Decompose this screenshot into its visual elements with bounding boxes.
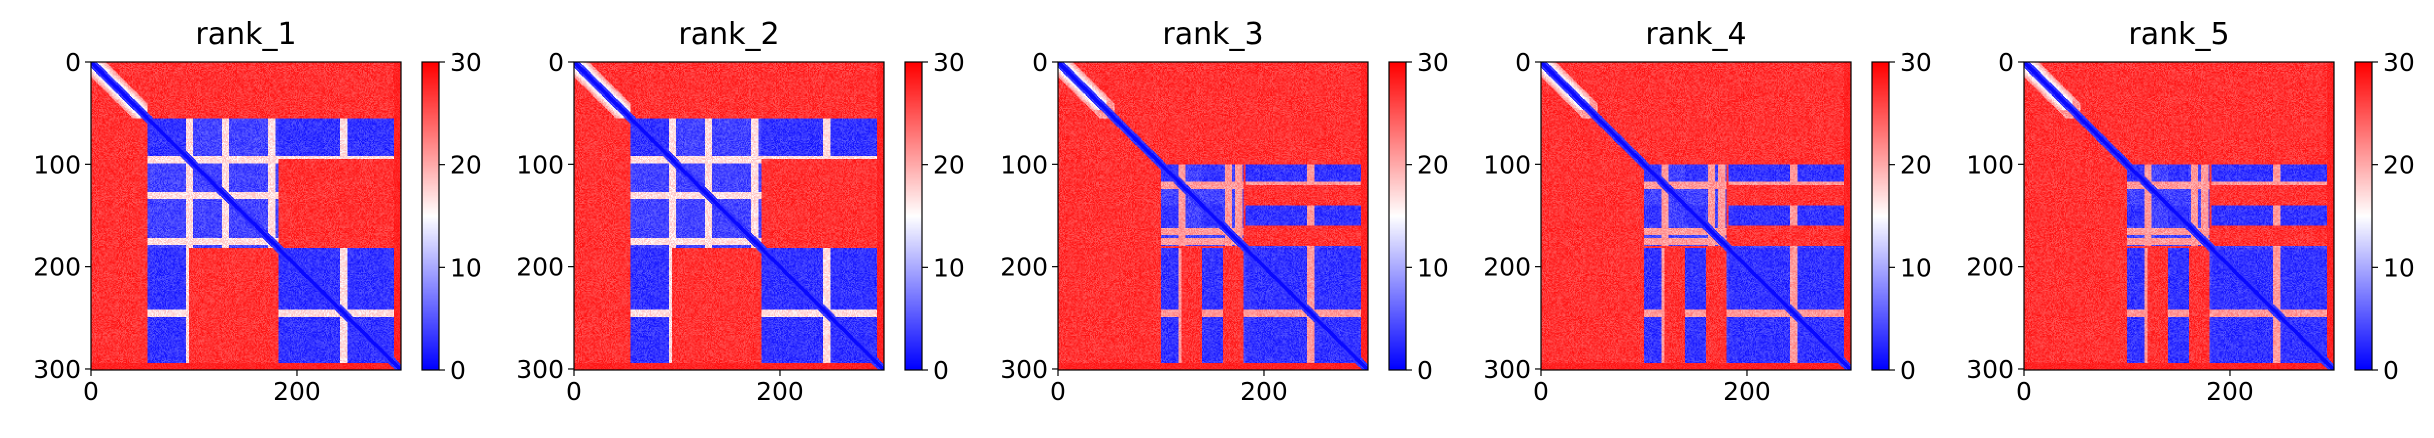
colorbar-gradient — [422, 62, 439, 370]
colorbar-tick-label: 0 — [933, 356, 949, 385]
colorbar-tick-label: 0 — [1417, 356, 1433, 385]
colorbar-tick-label: 10 — [2383, 253, 2415, 282]
x-tick-label: 200 — [2206, 377, 2254, 406]
y-tick-label: 200 — [1966, 253, 2014, 282]
x-tick-label: 200 — [1723, 377, 1771, 406]
y-tick-label: 0 — [1032, 48, 1048, 77]
x-tick-label: 200 — [756, 377, 804, 406]
y-tick-label: 200 — [1000, 253, 1048, 282]
x-tick-label: 0 — [1533, 377, 1549, 406]
panel-title: rank_2 — [678, 17, 779, 52]
y-tick-label: 0 — [1998, 48, 2014, 77]
plot-frame — [2023, 61, 2335, 371]
y-tick-label: 100 — [1000, 150, 1048, 179]
x-tick-label: 0 — [83, 377, 99, 406]
colorbar-tick-label: 20 — [450, 151, 482, 180]
colorbar-frame — [904, 61, 923, 371]
panel-title: rank_4 — [1645, 17, 1746, 52]
plot-frame — [573, 61, 885, 371]
y-tick-label: 300 — [516, 355, 564, 384]
colorbar-gradient — [1389, 62, 1406, 370]
plot-frame — [90, 61, 402, 371]
x-tick-label: 200 — [273, 377, 321, 406]
colorbar-frame — [421, 61, 440, 371]
x-tick-label: 200 — [1240, 377, 1288, 406]
heatmap-image — [2024, 62, 2334, 370]
colorbar-tick-label: 10 — [933, 253, 965, 282]
x-tick-label: 0 — [1050, 377, 1066, 406]
colorbar-tick-label: 20 — [1417, 151, 1449, 180]
colorbar-frame — [2354, 61, 2373, 371]
x-tick-label: 0 — [566, 377, 582, 406]
y-tick-label: 0 — [65, 48, 81, 77]
panel-title: rank_3 — [1162, 17, 1263, 52]
colorbar-tick-label: 20 — [1900, 151, 1932, 180]
y-tick-label: 100 — [516, 150, 564, 179]
colorbar-gradient — [1872, 62, 1889, 370]
heatmap-image — [1058, 62, 1368, 370]
colorbar-tick-label: 30 — [1900, 48, 1932, 77]
y-tick-label: 200 — [516, 253, 564, 282]
colorbar-frame — [1871, 61, 1890, 371]
y-tick-label: 200 — [33, 253, 81, 282]
colorbar-tick-label: 30 — [2383, 48, 2415, 77]
colorbar-tick-label: 0 — [2383, 356, 2399, 385]
heatmap-image — [574, 62, 884, 370]
colorbar-tick-label: 0 — [450, 356, 466, 385]
y-tick-label: 300 — [1000, 355, 1048, 384]
colorbar-tick-label: 30 — [933, 48, 965, 77]
y-tick-label: 200 — [1483, 253, 1531, 282]
colorbar-tick-label: 10 — [450, 253, 482, 282]
colorbar-gradient — [2355, 62, 2372, 370]
y-tick-label: 100 — [1483, 150, 1531, 179]
colorbar-tick-label: 20 — [933, 151, 965, 180]
colorbar-tick-label: 0 — [1900, 356, 1916, 385]
x-tick-label: 0 — [2016, 377, 2032, 406]
plot-frame — [1057, 61, 1369, 371]
colorbar-tick-label: 30 — [1417, 48, 1449, 77]
y-tick-label: 0 — [548, 48, 564, 77]
colorbar-frame — [1388, 61, 1407, 371]
colorbar-tick-label: 30 — [450, 48, 482, 77]
colorbar-tick-label: 20 — [2383, 151, 2415, 180]
y-tick-label: 100 — [33, 150, 81, 179]
y-tick-label: 100 — [1966, 150, 2014, 179]
heatmap-image — [1541, 62, 1851, 370]
plot-frame — [1540, 61, 1852, 371]
y-tick-label: 300 — [1483, 355, 1531, 384]
panel-title: rank_5 — [2128, 17, 2229, 52]
heatmap-image — [91, 62, 401, 370]
panel-title: rank_1 — [195, 17, 296, 52]
colorbar-tick-label: 10 — [1900, 253, 1932, 282]
colorbar-gradient — [905, 62, 922, 370]
y-tick-label: 0 — [1515, 48, 1531, 77]
colorbar-tick-label: 10 — [1417, 253, 1449, 282]
y-tick-label: 300 — [1966, 355, 2014, 384]
y-tick-label: 300 — [33, 355, 81, 384]
